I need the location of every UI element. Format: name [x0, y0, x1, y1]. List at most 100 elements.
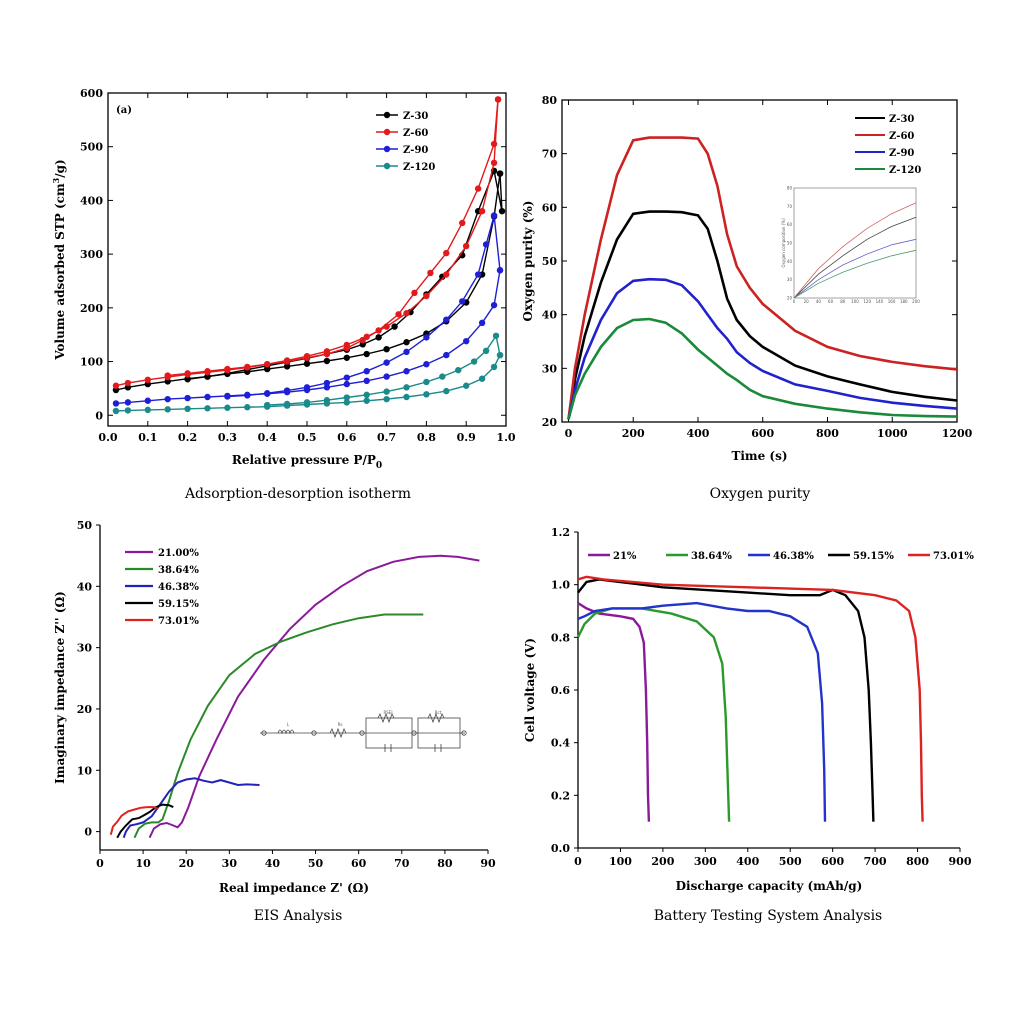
data-point: [423, 391, 430, 398]
legend-label: Z-30: [889, 114, 914, 125]
circuit-label-rs: Rs: [338, 722, 343, 727]
data-point: [323, 379, 331, 387]
data-point: [490, 301, 498, 309]
desorption-line: [267, 334, 501, 406]
data-point: [463, 337, 470, 345]
eis-chart: 0 10 20 30 40 50 60 70 80 90 0 10 20 30 40 50 21.00% 38.6…: [53, 519, 496, 895]
legend-label: 38.64%: [691, 551, 732, 562]
data-point: [383, 323, 390, 330]
inset-chart: 0 20 40 60 80 100 120 140 160 180 2002030405060708…: [781, 186, 920, 305]
x-tick-label: 1.0: [496, 431, 515, 444]
circuit-node: [311, 730, 317, 736]
y-tick-label: 500: [80, 141, 103, 154]
data-point: [112, 400, 120, 407]
data-point: [482, 241, 490, 248]
x-tick-label: 0.8: [417, 431, 436, 444]
x-tick-label: 0: [96, 857, 104, 870]
legend-marker: [383, 145, 391, 153]
adsorption-line: [115, 354, 501, 412]
data-point: [455, 366, 462, 374]
inset-x-tick: 60: [828, 299, 834, 304]
x-tick-label: 300: [694, 855, 717, 868]
data-point: [124, 399, 132, 406]
data-point: [383, 359, 390, 366]
rct-resistor: [427, 712, 445, 724]
data-point: [395, 311, 402, 318]
data-point: [244, 392, 251, 399]
inset-x-tick: 200: [912, 299, 920, 304]
inset-line-Z-90: [793, 238, 917, 299]
legend: 21.00% 38.64% 46.38% 59.15% 73.01%: [125, 548, 199, 627]
series-line: [122, 777, 260, 839]
inset-line-Z-60: [793, 202, 917, 299]
adsorption-line: [115, 270, 501, 405]
circuit-node: [461, 730, 467, 736]
y-tick-label: 300: [80, 248, 103, 261]
x-tick-label: 50: [308, 857, 324, 870]
y-tick-label: 40: [77, 580, 93, 593]
circuit-label-rct: Rct: [435, 710, 442, 715]
data-point: [224, 365, 231, 373]
x-tick-label: 700: [864, 855, 887, 868]
data-point: [343, 399, 350, 406]
inset-y-tick: 30: [787, 277, 793, 282]
circuit-node: [359, 730, 365, 736]
data-point: [494, 96, 502, 103]
x-tick-label: 10: [135, 857, 151, 870]
data-point: [244, 404, 251, 411]
legend-label: 38.64%: [158, 565, 199, 576]
x-tick-label: 0.2: [178, 431, 197, 444]
x-axis-label: Discharge capacity (mAh/g): [676, 879, 863, 893]
data-point: [403, 310, 410, 317]
data-point: [423, 361, 430, 368]
legend: Z-30 Z-60 Z-90 Z-120: [376, 111, 435, 173]
data-point: [184, 405, 191, 413]
series-line: [577, 601, 827, 822]
legend-label: 59.15%: [853, 551, 894, 562]
inset-line-Z-30: [793, 216, 917, 299]
data-point: [283, 400, 291, 408]
inset-x-tick: 180: [900, 299, 908, 304]
data-point: [144, 397, 151, 404]
data-point: [443, 249, 450, 257]
inset-x-tick: 100: [851, 299, 859, 304]
x-tick-label: 400: [686, 427, 709, 440]
data-point: [112, 382, 120, 389]
inset-y-tick: 60: [787, 222, 793, 227]
x-tick-label: 70: [394, 857, 410, 870]
y-tick-label: 60: [542, 201, 558, 214]
x-tick-label: 20: [179, 857, 195, 870]
series-line: [109, 806, 159, 835]
circuit-label-rsei: RSEI: [383, 710, 392, 715]
inductor-symbol: [277, 729, 295, 735]
oxygen-purity-chart: 0 200 400 600 800 1000 120020304050607080Z-30Z…: [521, 94, 973, 463]
data-point: [264, 390, 271, 397]
data-point: [204, 405, 211, 412]
inset-y-tick: 40: [787, 259, 793, 264]
desorption-line: [187, 168, 503, 380]
legend-marker: [383, 111, 391, 119]
data-point: [403, 384, 410, 391]
x-axis-label: Relative pressure P/P0: [232, 453, 382, 471]
x-tick-label: 0.9: [457, 431, 476, 444]
data-point: [383, 388, 390, 395]
series-line-Z-90: [567, 277, 958, 420]
data-point: [490, 140, 498, 148]
data-point: [375, 327, 382, 334]
x-axis-label: Time (s): [731, 449, 787, 463]
legend-label: Z-120: [403, 162, 435, 173]
data-point: [496, 170, 504, 177]
legend-label: Z-60: [889, 131, 914, 142]
y-tick-label: 70: [542, 148, 558, 161]
legend-label: 59.15%: [158, 599, 199, 610]
data-point: [490, 363, 498, 371]
data-point: [124, 407, 132, 414]
data-point: [363, 397, 370, 404]
x-tick-label: 40: [265, 857, 281, 870]
x-tick-label: 30: [222, 857, 238, 870]
data-point: [474, 185, 482, 192]
data-point: [343, 354, 350, 361]
data-point: [423, 378, 430, 386]
x-tick-label: 200: [651, 855, 674, 868]
data-point: [303, 354, 311, 361]
